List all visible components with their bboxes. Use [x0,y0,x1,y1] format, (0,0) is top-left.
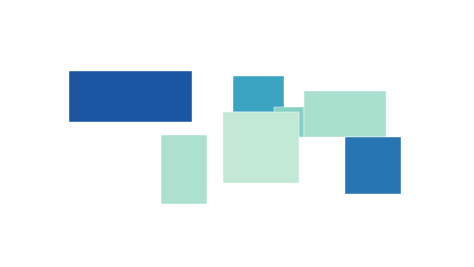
Bar [161,135,207,204]
Bar [70,71,192,122]
Bar [345,138,401,194]
Bar [222,112,299,183]
Bar [304,92,386,138]
Bar [233,76,284,112]
Bar [273,107,304,138]
